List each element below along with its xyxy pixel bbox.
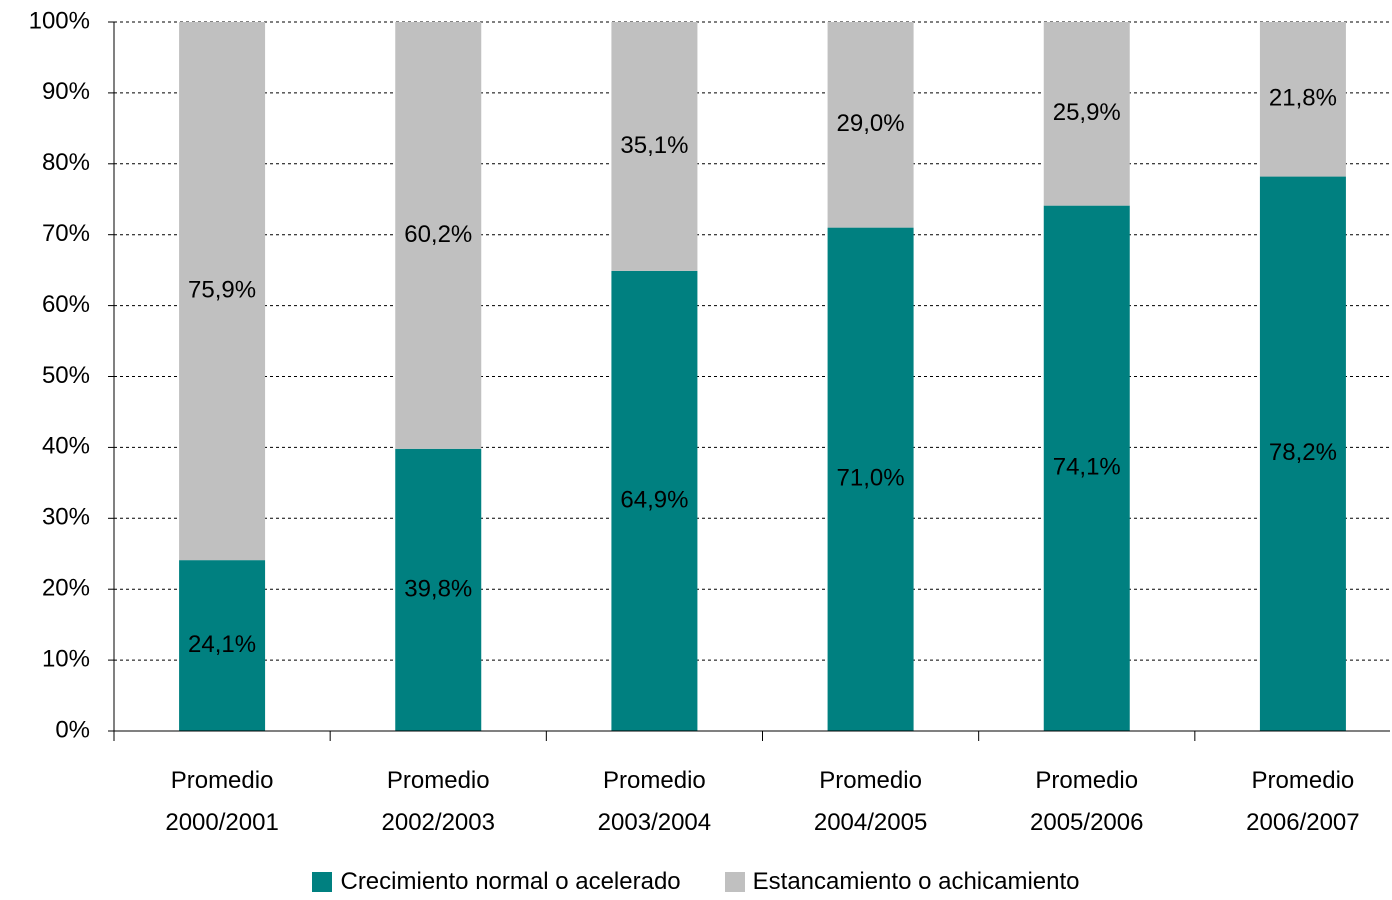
bar-segment	[611, 22, 698, 271]
y-tick-label: 70%	[42, 220, 90, 247]
legend-item: Estancamiento o achicamiento	[724, 868, 1080, 896]
data-label: 29,0%	[837, 110, 905, 137]
x-tick-label: Promedio 2006/2007	[1246, 767, 1360, 836]
data-label: 24,1%	[188, 631, 256, 658]
y-tick-label: 0%	[55, 716, 90, 743]
data-label: 25,9%	[1053, 99, 1121, 126]
y-tick-label: 50%	[42, 362, 90, 389]
data-label: 75,9%	[188, 276, 256, 303]
y-tick-label: 40%	[42, 433, 90, 460]
bar-segment	[1259, 176, 1346, 731]
legend-label: Estancamiento o achicamiento	[752, 868, 1080, 895]
bar-segment	[827, 227, 914, 732]
y-tick-label: 100%	[29, 7, 90, 34]
data-label: 39,8%	[404, 575, 472, 602]
bar-segment	[1259, 22, 1346, 177]
y-tick-label: 90%	[42, 78, 90, 105]
legend-swatch	[724, 872, 745, 892]
bar-segment	[611, 270, 698, 731]
y-tick-label: 60%	[42, 291, 90, 318]
x-tick-label: Promedio 2002/2003	[381, 767, 495, 836]
bar-segment	[827, 22, 914, 228]
bar-segment	[1043, 205, 1130, 732]
bar-segment	[395, 22, 482, 449]
y-tick-label: 80%	[42, 149, 90, 176]
data-label: 60,2%	[404, 221, 472, 248]
bar-segment	[179, 22, 266, 561]
x-tick-label: Promedio 2004/2005	[813, 767, 928, 836]
y-tick-label: 10%	[42, 645, 90, 672]
y-tick-label: 20%	[42, 575, 90, 602]
y-tick-label: 30%	[42, 504, 90, 531]
bar-segment	[1043, 22, 1130, 206]
bar-segment	[179, 560, 266, 731]
data-label: 21,8%	[1269, 85, 1337, 112]
x-tick-label: Promedio 2005/2006	[1030, 767, 1144, 836]
x-tick-label: Promedio 2000/2001	[165, 767, 279, 836]
data-label: 78,2%	[1269, 439, 1337, 466]
x-tick-label: Promedio 2003/2004	[597, 767, 712, 836]
bar-segment	[395, 448, 482, 731]
legend-label: Crecimiento normal o acelerado	[340, 868, 681, 895]
data-label: 74,1%	[1053, 454, 1121, 481]
data-label: 35,1%	[620, 132, 688, 159]
legend-swatch	[312, 872, 333, 892]
data-label: 64,9%	[620, 486, 688, 513]
data-label: 71,0%	[837, 465, 905, 492]
legend: Crecimiento normal o acelerado Estancamie…	[0, 868, 1392, 896]
legend-item: Crecimiento normal o acelerado	[312, 868, 681, 896]
